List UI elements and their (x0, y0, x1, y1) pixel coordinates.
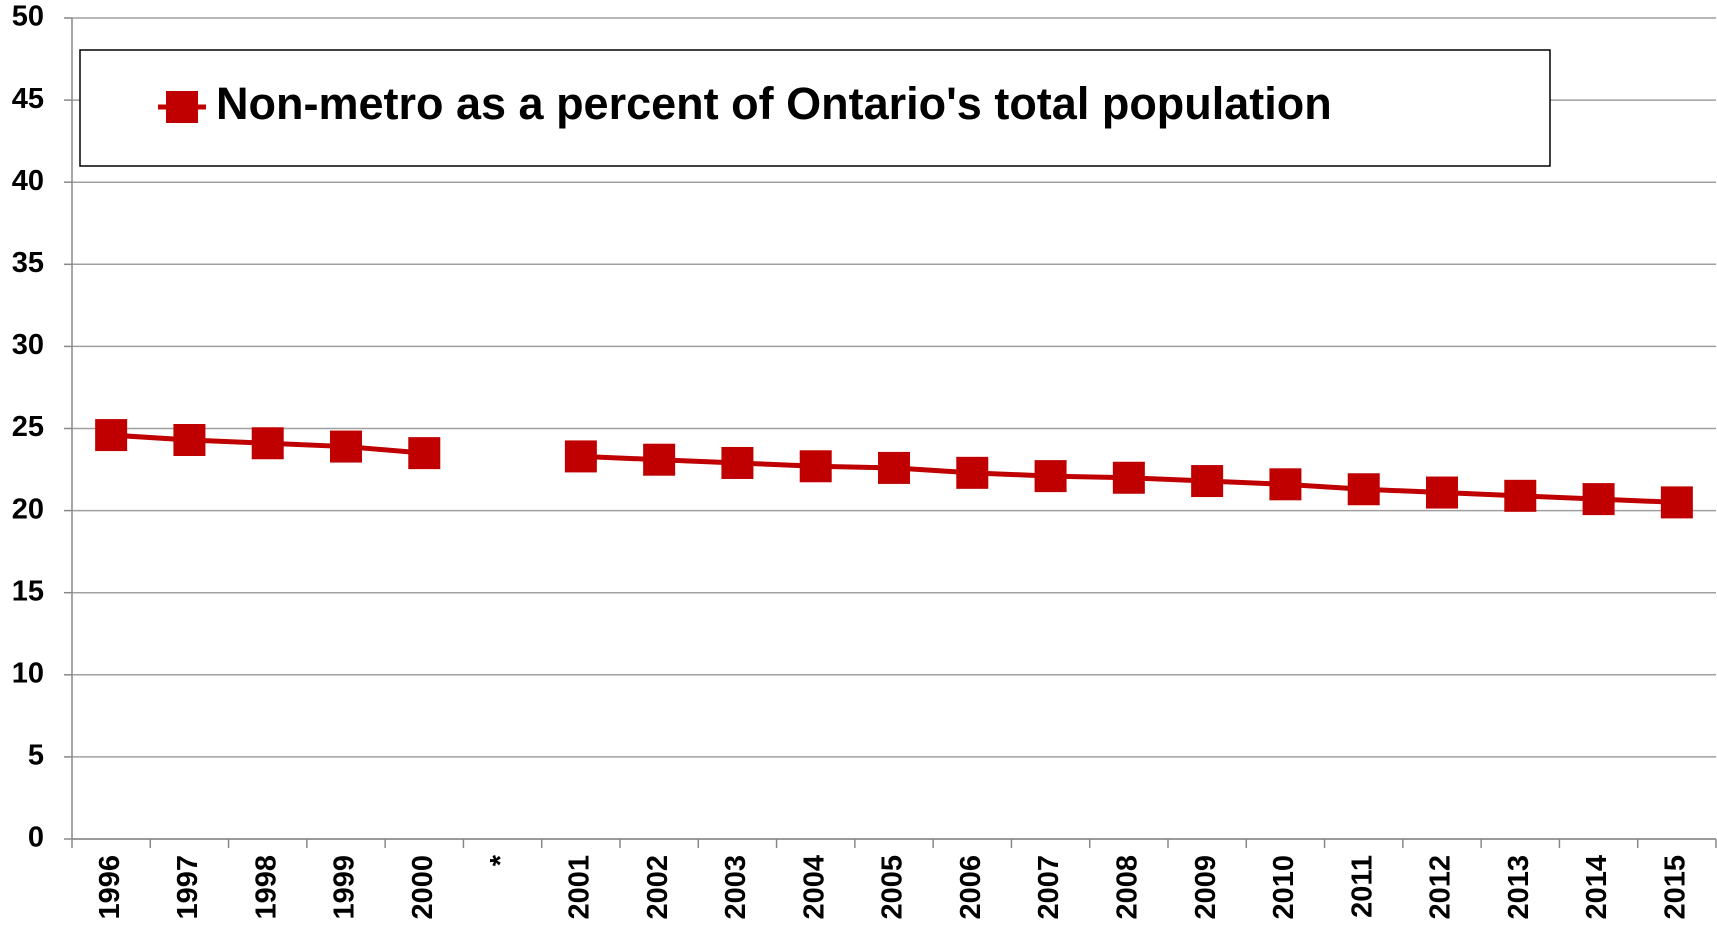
legend-marker (166, 91, 198, 123)
legend-box (79, 49, 1551, 167)
legend-text: Non-metro as a percent of Ontario's tota… (216, 78, 1332, 129)
y-tick-label: 5 (28, 740, 44, 772)
marker (1034, 460, 1067, 493)
x-tick-label: 1996 (94, 855, 126, 920)
x-tick-label: 2001 (564, 855, 596, 920)
y-tick-label: 25 (12, 411, 44, 443)
y-tick-label: 50 (12, 1, 44, 33)
marker (878, 451, 910, 484)
marker (956, 456, 989, 489)
x-tick-label: 1997 (172, 855, 204, 920)
marker (643, 443, 676, 476)
marker (408, 437, 441, 470)
marker (95, 419, 128, 452)
y-tick-label: 20 (12, 493, 44, 525)
y-tick-label: 45 (12, 83, 44, 115)
x-tick-label: 1998 (250, 855, 282, 920)
y-tick-label: 15 (12, 575, 44, 607)
x-tick-label: 2003 (720, 855, 752, 920)
x-tick-label: 2014 (1581, 855, 1613, 920)
y-tick-label: 40 (12, 165, 44, 197)
marker (173, 423, 206, 456)
x-tick-label: 2005 (877, 855, 909, 920)
marker (564, 440, 597, 473)
marker (799, 450, 832, 483)
marker (1660, 486, 1693, 519)
marker (1112, 461, 1145, 494)
x-tick-label: 2007 (1033, 855, 1065, 920)
marker (330, 430, 362, 463)
x-tick-label: 2010 (1268, 855, 1300, 920)
marker (1582, 483, 1615, 516)
x-tick-label: 2011 (1346, 855, 1378, 918)
x-tick-label: 2000 (407, 855, 439, 920)
x-tick-label: 1999 (329, 855, 361, 920)
marker (1269, 468, 1302, 501)
marker (251, 427, 284, 460)
x-tick-label: 2008 (1112, 855, 1144, 920)
x-tick-label: 2012 (1425, 855, 1457, 920)
marker (1426, 476, 1458, 509)
marker (1347, 473, 1380, 506)
y-tick-label: 10 (12, 657, 44, 689)
x-tick-label: 2006 (955, 855, 987, 920)
x-tick-label: 2015 (1660, 855, 1692, 920)
x-tick-label: 2013 (1503, 855, 1535, 920)
x-tick-label: 2004 (798, 855, 830, 920)
y-tick-label: 30 (12, 329, 44, 361)
marker (1191, 465, 1224, 498)
y-tick-label: 35 (12, 247, 44, 279)
x-tick-label: 2009 (1190, 855, 1222, 920)
marker (1504, 479, 1537, 512)
marker (721, 446, 754, 479)
x-tick-label: * (485, 854, 517, 866)
x-tick-label: 2002 (642, 855, 674, 920)
y-tick-label: 0 (28, 822, 44, 854)
